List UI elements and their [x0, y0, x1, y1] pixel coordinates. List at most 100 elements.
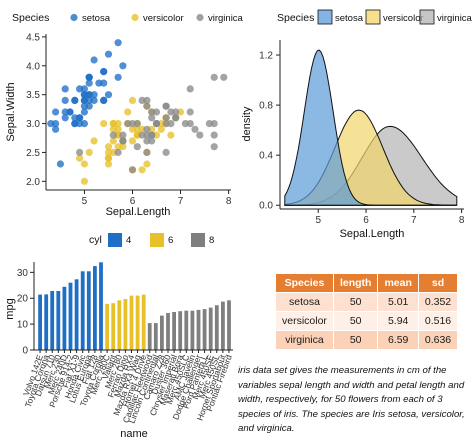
- scatter-point-versicolor: [124, 108, 132, 116]
- header-sd: sd: [418, 274, 459, 292]
- legend-label-setosa: setosa: [82, 13, 111, 24]
- scatter-point-versicolor: [100, 120, 108, 128]
- scatter-point-virginica: [143, 137, 151, 145]
- table-cell: setosa: [276, 292, 334, 311]
- scatter-point-virginica: [172, 114, 180, 122]
- scatter-point-setosa: [52, 125, 60, 133]
- table-cell: 0.636: [418, 330, 459, 349]
- header-mean: mean: [378, 274, 419, 292]
- scatter-point-versicolor: [143, 160, 151, 168]
- bar: [141, 294, 146, 350]
- bar: [111, 303, 116, 350]
- bar: [153, 323, 158, 350]
- scatter-point-virginica: [210, 73, 218, 81]
- bar: [56, 291, 61, 350]
- scatter-point-virginica: [143, 148, 151, 156]
- density-legend-title: Species: [277, 12, 314, 24]
- scatter-point-virginica: [133, 143, 141, 151]
- table-cell: 50: [333, 311, 379, 330]
- density-x-label: Sepal.Length: [340, 228, 405, 240]
- legend-label-setosa: setosa: [335, 13, 364, 24]
- density-y-tick-label: 0.4: [259, 151, 273, 162]
- scatter-point-setosa: [80, 120, 88, 128]
- scatter-point-virginica: [162, 114, 170, 122]
- scatter-point-setosa: [85, 73, 93, 81]
- bar: [166, 313, 170, 350]
- bar: [105, 303, 109, 350]
- summary-table-header: Species length mean sd: [276, 274, 459, 292]
- scatter-y-tick-label: 3.5: [26, 90, 40, 101]
- legend-label-cyl-6: 6: [168, 235, 173, 246]
- scatter-point-setosa: [61, 114, 69, 122]
- legend-key-versicolor: [131, 13, 139, 22]
- scatter-point-versicolor: [109, 137, 117, 145]
- bar: [74, 279, 79, 350]
- scatter-point-setosa: [90, 91, 98, 99]
- legend-key-virginica: [419, 9, 435, 25]
- scatter-point-versicolor: [114, 120, 122, 128]
- scatter-point-setosa: [52, 108, 60, 116]
- scatter-y-label: Sepal.Width: [5, 82, 17, 141]
- scatter-y-tick-label: 2.5: [26, 148, 40, 159]
- scatter-point-versicolor: [104, 148, 113, 156]
- bar: [214, 305, 219, 350]
- scatter-point-virginica: [162, 102, 170, 110]
- table-cell: 0.516: [418, 311, 459, 330]
- bar: [135, 295, 140, 350]
- scatter-point-virginica: [128, 166, 137, 174]
- scatter-point-virginica: [186, 108, 194, 116]
- scatter-point-setosa: [114, 73, 122, 81]
- header-length: length: [333, 274, 379, 292]
- bar-legend-title: cyl: [89, 234, 102, 246]
- scatter-point-virginica: [162, 148, 170, 156]
- scatter-y-tick-label: 3.0: [26, 119, 40, 130]
- scatter-point-virginica: [220, 73, 228, 81]
- bar: [178, 311, 183, 350]
- legend-label-virginica: virginica: [437, 13, 473, 24]
- scatter-point-versicolor: [114, 125, 122, 133]
- scatter-point-setosa: [85, 79, 93, 87]
- scatter-point-versicolor: [119, 143, 127, 151]
- scatter-point-versicolor: [80, 160, 88, 168]
- scatter-point-versicolor: [90, 137, 98, 145]
- legend-label-virginica: virginica: [208, 13, 244, 24]
- scatter-point-versicolor: [104, 154, 113, 162]
- scatter-point-versicolor: [157, 125, 165, 133]
- scatter-point-versicolor: [76, 154, 84, 162]
- scatter-point-setosa: [114, 39, 122, 47]
- scatter-point-versicolor: [104, 160, 113, 168]
- scatter-point-virginica: [191, 125, 199, 133]
- scatter-point-virginica: [119, 131, 127, 139]
- bar: [129, 295, 134, 350]
- legend-key-virginica: [196, 13, 204, 22]
- bar: [227, 300, 231, 350]
- bar: [172, 312, 176, 350]
- scatter-point-setosa: [52, 120, 60, 128]
- density-y-tick-label: 1.2: [259, 51, 273, 62]
- scatter-point-versicolor: [80, 177, 88, 185]
- legend-key-cyl-8: [191, 233, 205, 247]
- density-y-label: density: [241, 106, 253, 141]
- bar-y-label: mpg: [4, 298, 16, 319]
- bar-y-tick-label: 30: [17, 268, 29, 279]
- bar: [123, 299, 128, 350]
- bar: [202, 309, 207, 350]
- scatter-legend-title: Species: [12, 12, 49, 24]
- scatter-plot: 5 6 7 8 2.0 2.5 3.0 3.5 4.0 4.5 Sepal.Length Sep…: [5, 32, 232, 218]
- scatter-point-virginica: [186, 120, 194, 128]
- scatter-point-virginica: [186, 85, 194, 93]
- table-row: virginica 50 6.59 0.636: [276, 330, 459, 349]
- bar: [147, 323, 152, 350]
- scatter-y-tick-label: 4.5: [26, 32, 40, 43]
- scatter-point-setosa: [104, 50, 113, 58]
- scatter-point-versicolor: [167, 131, 175, 139]
- density-x-tick-label: 8: [459, 215, 465, 226]
- bar: [80, 271, 85, 350]
- bar: [221, 301, 225, 350]
- bar-x-label: name: [120, 428, 148, 440]
- legend-label-versicolor: versicolor: [383, 13, 424, 24]
- caption-text: iris data set gives the measurements in …: [238, 365, 465, 435]
- bar-y-tick-label: 10: [17, 320, 29, 331]
- density-plot: 5 6 7 8 0.0 0.4 0.8 1.2 Sepal.Length density: [241, 40, 465, 240]
- scatter-point-versicolor: [138, 166, 146, 174]
